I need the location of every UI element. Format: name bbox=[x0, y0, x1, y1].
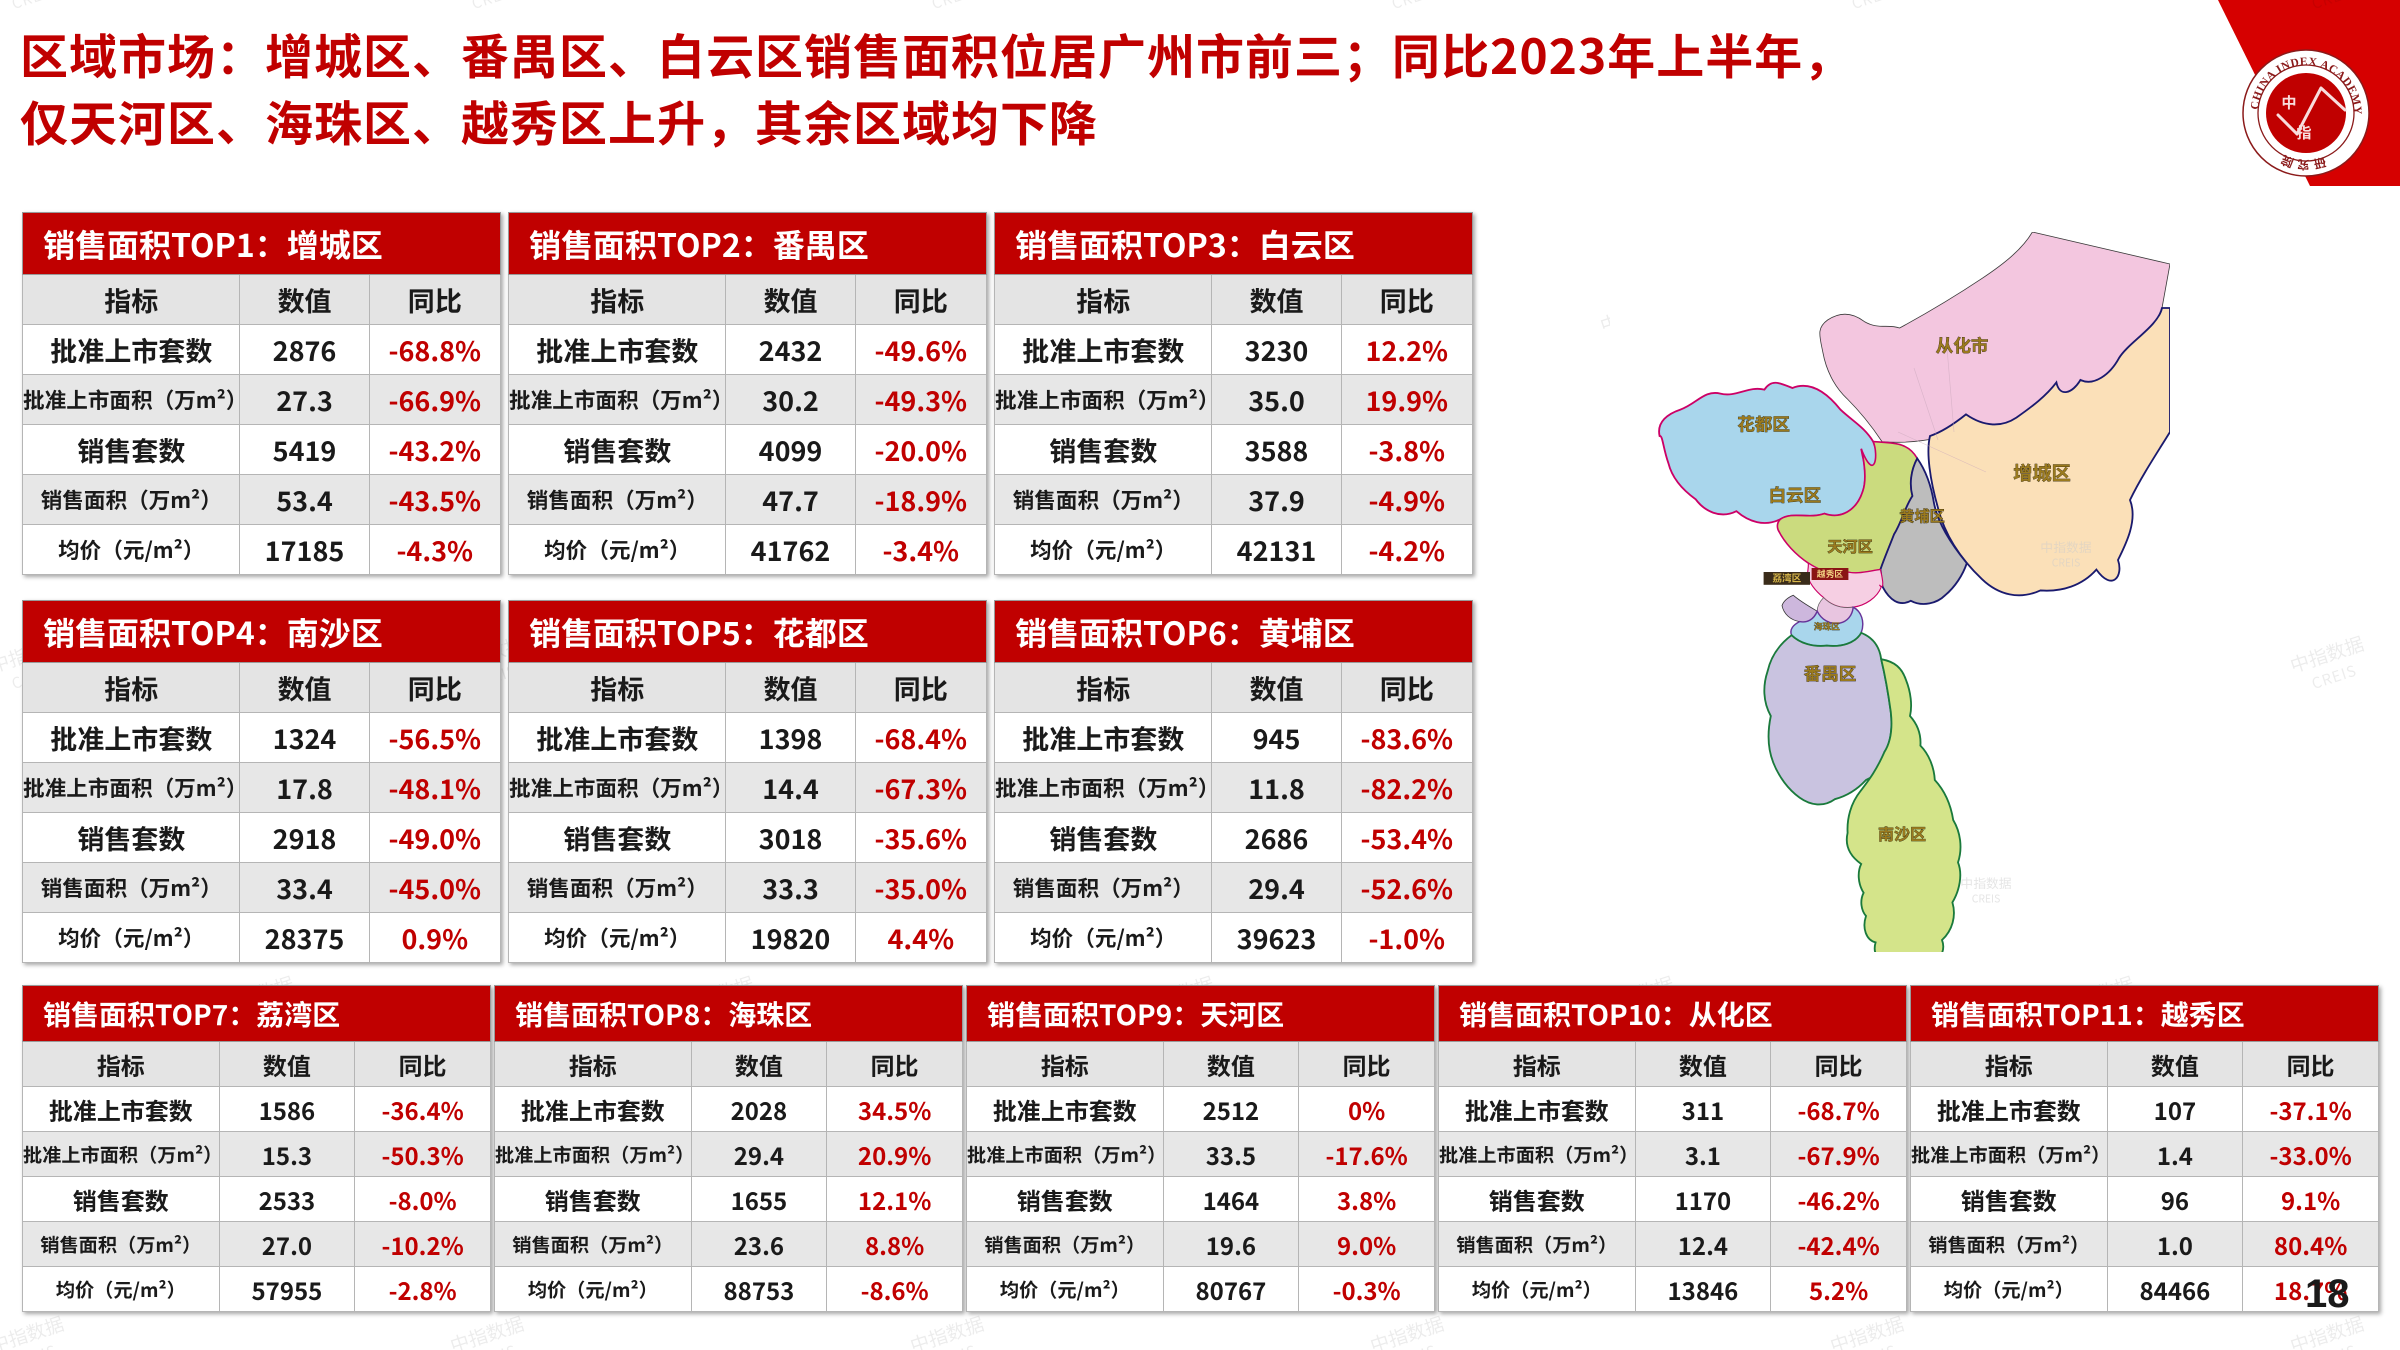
svg-text:CREIS: CREIS bbox=[1972, 890, 2001, 905]
svg-text:中: 中 bbox=[2281, 92, 2296, 113]
svg-text:白云区: 白云区 bbox=[1768, 483, 1821, 508]
svg-text:南沙区: 南沙区 bbox=[1878, 821, 1926, 845]
svg-text:增城区: 增城区 bbox=[2013, 458, 2071, 486]
svg-text:中指数据: 中指数据 bbox=[2040, 537, 2091, 556]
svg-text:天河区: 天河区 bbox=[1827, 535, 1873, 557]
svg-text:番禺区: 番禺区 bbox=[1804, 661, 1857, 686]
svg-text:海珠区: 海珠区 bbox=[1814, 620, 1841, 633]
svg-text:从化市: 从化市 bbox=[1936, 333, 1989, 358]
svg-text:越秀区: 越秀区 bbox=[1817, 567, 1844, 580]
svg-text:中指数据: 中指数据 bbox=[1960, 873, 2011, 892]
svg-text:黄埔区: 黄埔区 bbox=[1899, 505, 1945, 527]
svg-text:指: 指 bbox=[2296, 122, 2311, 143]
svg-text:荔湾区: 荔湾区 bbox=[1772, 571, 1801, 585]
svg-text:CREIS: CREIS bbox=[2052, 554, 2081, 569]
svg-text:花都区: 花都区 bbox=[1737, 411, 1790, 436]
